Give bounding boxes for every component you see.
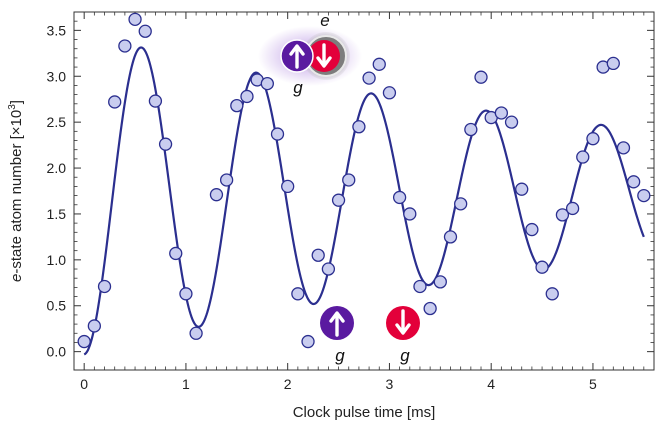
data-point: [209, 188, 224, 202]
data-point: [118, 39, 132, 53]
data-point: [392, 190, 407, 205]
data-point: [545, 287, 559, 301]
data-point: [301, 334, 315, 349]
data-point: [240, 89, 254, 104]
data-point: [179, 287, 193, 301]
data-point: [382, 86, 397, 100]
data-point: [413, 279, 427, 294]
x-tick-label: 0: [80, 376, 88, 392]
axis-ticks: [74, 12, 654, 370]
data-point: [586, 132, 600, 146]
ground-state-label-down: g: [400, 346, 410, 365]
data-point: [372, 57, 386, 71]
data-point: [148, 94, 163, 108]
data-point: [606, 56, 620, 71]
data-point: [535, 260, 549, 274]
data-point: [311, 248, 325, 262]
data-point: [454, 197, 468, 211]
arrow-up-icon-bottom: [329, 311, 345, 337]
data-point: [169, 246, 183, 261]
y-tick-label: 0.0: [47, 344, 67, 360]
data-point: [291, 287, 305, 301]
data-point: [464, 122, 478, 137]
y-axis-label-close: ]: [8, 100, 25, 104]
data-point: [342, 173, 356, 187]
data-point: [331, 193, 346, 207]
y-tick-label: 1.0: [47, 252, 67, 268]
y-axis-label: e-state atom number [×103]: [7, 100, 25, 282]
y-tick-label: 3.0: [47, 68, 67, 84]
data-point: [525, 222, 539, 237]
data-point: [128, 12, 142, 26]
data-point: [443, 230, 458, 244]
ground-atoms-illustration: g g: [320, 306, 420, 365]
x-tick-label: 1: [182, 376, 190, 392]
data-point: [260, 76, 274, 91]
data-point: [97, 279, 112, 294]
x-tick-label: 4: [487, 376, 495, 392]
data-point: [321, 262, 336, 276]
data-point: [616, 141, 631, 155]
axis-tick-labels: 0 1 2 3 4 5 0.0 0.5 1.0 1.5 2.0 2.5 3.0 3.5: [47, 22, 598, 392]
x-tick-label: 5: [589, 376, 597, 392]
data-point: [108, 95, 122, 109]
data-point: [433, 275, 447, 289]
data-point: [230, 98, 244, 113]
data-point: [352, 120, 366, 134]
y-tick-label: 2.5: [47, 114, 67, 130]
data-point: [555, 208, 570, 222]
data-point: [474, 70, 488, 84]
y-axis-label-main: -state atom number [×10: [8, 110, 25, 274]
data-point: [637, 188, 651, 203]
data-point: [515, 182, 529, 196]
y-axis-label-italic: e: [8, 274, 25, 282]
data-point: [626, 175, 641, 189]
y-tick-label: 3.5: [47, 22, 67, 38]
x-tick-label: 2: [284, 376, 292, 392]
data-point: [77, 334, 91, 349]
ground-state-label-up: g: [335, 346, 345, 365]
data-point: [138, 24, 152, 38]
y-tick-label: 0.5: [47, 298, 67, 314]
data-point: [219, 173, 234, 187]
data-point: [270, 127, 285, 141]
data-point: [576, 150, 590, 164]
data-point: [362, 71, 376, 85]
data-point: [565, 201, 580, 216]
fit-curve: [83, 46, 645, 356]
data-point: [504, 115, 519, 129]
y-axis-label-sup: 3: [7, 104, 18, 110]
excited-state-label: e: [320, 11, 329, 30]
data-points: [77, 12, 651, 349]
data-point: [189, 326, 203, 340]
x-axis-label: Clock pulse time [ms]: [293, 404, 436, 421]
arrow-down-icon-top: [316, 43, 332, 68]
arrow-down-icon-bottom: [395, 309, 411, 335]
atom-pair-illustration: e g: [258, 11, 362, 97]
y-tick-label: 1.5: [47, 206, 67, 222]
y-tick-label: 2.0: [47, 160, 67, 176]
data-point: [281, 179, 295, 194]
data-point: [403, 207, 417, 221]
x-tick-label: 3: [386, 376, 394, 392]
data-point: [423, 301, 437, 316]
data-point: [158, 137, 173, 151]
plot-frame: [73, 11, 655, 371]
data-point: [87, 319, 102, 333]
arrow-up-icon-top: [289, 44, 305, 69]
data-point: [494, 106, 509, 120]
ground-state-label-top: g: [293, 78, 303, 97]
